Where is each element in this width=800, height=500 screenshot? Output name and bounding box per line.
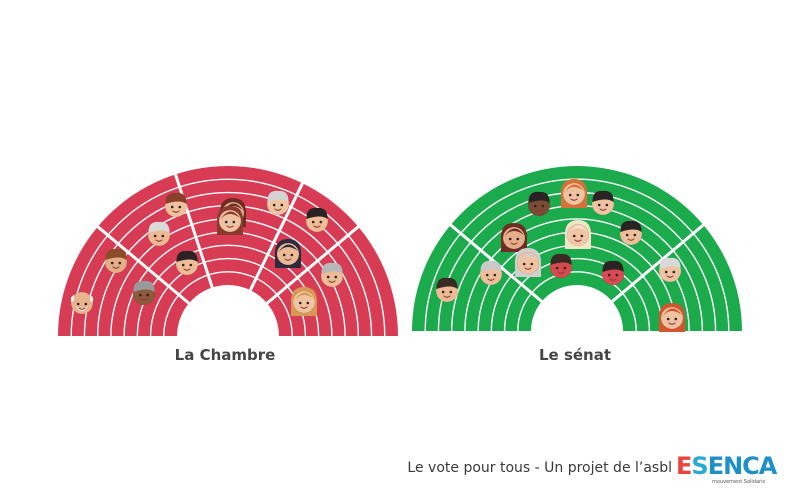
member-face <box>266 190 290 216</box>
footer-text: Le vote pour tous - Un projet de l’asbl <box>407 460 672 476</box>
chamber-diagram <box>58 166 398 337</box>
logo-tagline: mouvement Solidaris <box>712 479 766 485</box>
senate-caption: Le sénat <box>538 346 612 364</box>
member-face <box>527 191 551 217</box>
senate-diagram <box>412 166 742 332</box>
member-face <box>601 260 625 286</box>
sector-divider <box>249 180 305 291</box>
seat-ring <box>163 271 293 337</box>
sector-divider <box>611 222 706 303</box>
member-face <box>560 179 588 208</box>
member-face <box>70 291 94 315</box>
seat-ring <box>70 178 386 337</box>
member-face <box>500 223 528 252</box>
sector-divider <box>266 224 361 305</box>
member-face <box>147 221 171 247</box>
esenca-logo: ESENCA mouvement Solidaris <box>676 452 777 492</box>
member-face <box>305 207 329 233</box>
seat-ring <box>83 191 373 337</box>
member-face <box>132 280 156 306</box>
sector-divider <box>173 171 214 288</box>
senate-hemicycle <box>412 166 742 341</box>
member-face <box>164 192 188 218</box>
chamber-caption: La Chambre <box>174 346 276 364</box>
member-face <box>479 260 503 286</box>
member-face <box>290 287 318 316</box>
member-face <box>564 220 592 249</box>
member-face <box>435 277 459 303</box>
seat-ring <box>503 258 651 332</box>
logo-wordmark: ESENCA <box>676 452 777 480</box>
member-face <box>619 220 643 246</box>
member-face <box>104 248 128 274</box>
member-face <box>514 248 542 277</box>
member-face <box>274 239 302 268</box>
chamber-hemicycle <box>58 166 398 341</box>
sector-divider <box>95 224 190 305</box>
member-face <box>549 253 573 279</box>
member-face <box>658 303 686 332</box>
member-face <box>658 257 682 283</box>
member-face <box>216 206 244 235</box>
member-face <box>175 250 199 276</box>
seat-ring <box>464 218 690 332</box>
member-face <box>320 262 344 288</box>
seat-ring <box>517 271 637 332</box>
member-face <box>591 190 615 216</box>
